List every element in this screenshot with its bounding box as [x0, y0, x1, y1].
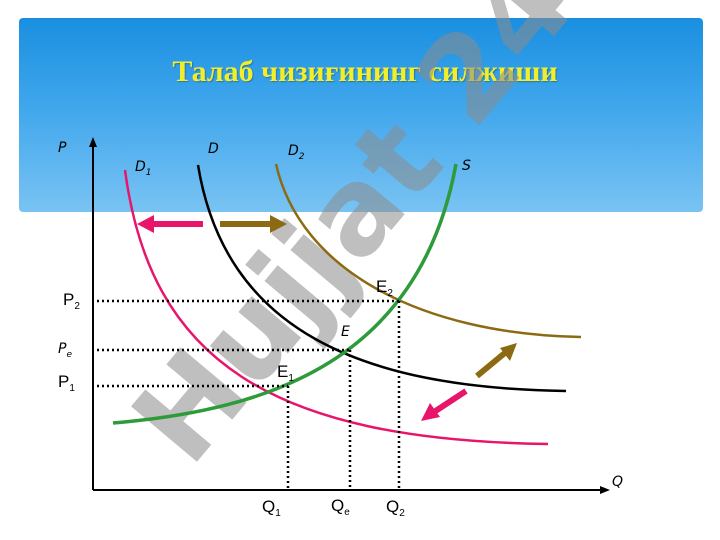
shift-right-arrow [220, 215, 287, 233]
shift-up-arrow [475, 343, 517, 379]
d-label: D [208, 141, 219, 157]
x-axis-label: Q [612, 474, 623, 490]
s-label: S [462, 158, 471, 174]
y-axis-label: P [58, 140, 67, 156]
e2-label: E2 [376, 277, 393, 299]
p2-label: P2 [63, 290, 80, 312]
title-banner [19, 18, 703, 212]
demand-curve-d [196, 164, 567, 393]
slide-title: Талаб чизиғининг силжиши [172, 55, 558, 88]
shift-down-arrow [421, 388, 468, 421]
qe-label: Qe [331, 496, 350, 518]
e-label: E [341, 324, 350, 340]
demand-curve-d1 [123, 169, 549, 446]
x-axis-arrowhead [600, 486, 610, 494]
d2-label: D2 [288, 143, 305, 162]
q2-label: Q2 [386, 497, 405, 519]
y-axis-arrowhead [89, 137, 97, 147]
e1-label: E1 [277, 362, 294, 384]
p1-label: P1 [58, 372, 75, 394]
q1-label: Q1 [262, 497, 281, 519]
supply-curve-s [112, 163, 458, 425]
demand-curve-d2 [274, 163, 582, 339]
guide-lines [97, 299, 401, 488]
pe-label: Pe [58, 341, 72, 360]
shift-left-arrow [137, 215, 203, 233]
d1-label: D1 [135, 159, 152, 178]
